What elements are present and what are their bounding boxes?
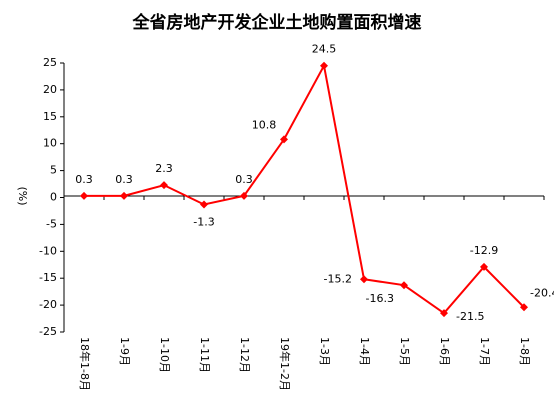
data-label: -21.5 [456, 310, 484, 323]
data-label: -16.3 [366, 292, 394, 305]
data-point-marker [400, 281, 408, 290]
y-tick-label: -10 [39, 244, 57, 257]
data-label: -1.3 [193, 215, 214, 228]
data-point-marker [320, 61, 328, 70]
y-axis-label: (%) [16, 186, 29, 205]
y-tick-label: 15 [43, 110, 57, 123]
data-point-marker [440, 309, 448, 318]
data-label: 10.8 [252, 118, 277, 131]
y-tick-label: -25 [39, 325, 57, 338]
x-tick-label: 1-3月 [318, 337, 331, 366]
chart-title: 全省房地产开发企业土地购置面积增速 [132, 13, 422, 33]
data-label: -15.2 [324, 272, 352, 285]
x-tick-label: 1-12月 [238, 337, 251, 373]
x-tick-label: 1-5月 [398, 337, 411, 366]
data-label: 0.3 [75, 173, 93, 186]
x-tick-label: 1-8月 [518, 337, 531, 366]
series-group: 0.3 0.3 2.3 -1.3 0.3 10.8 24.5 -15.2 -16.3 -21.5 -… [75, 43, 554, 323]
data-point-marker [120, 191, 128, 200]
x-tick-label: 19年1-2月 [278, 337, 292, 391]
y-tick-label: 20 [43, 83, 57, 96]
x-tick-label: 18年1-8月 [78, 337, 92, 391]
data-point-marker [160, 181, 168, 190]
data-point-marker [280, 135, 288, 144]
data-label: -20.4 [530, 286, 554, 299]
y-tick-label: 0 [50, 191, 57, 204]
x-axis-ticks: 18年1-8月 1-9月 1-10月 1-11月 1-12月 19年1-2月 1-3月 1-4… [63, 196, 545, 391]
data-label: 0.3 [235, 173, 253, 186]
y-tick-label: 25 [43, 56, 57, 69]
y-tick-label: -20 [39, 298, 57, 311]
x-tick-label: 1-7月 [478, 337, 491, 366]
x-tick-label: 1-4月 [358, 337, 371, 366]
data-point-marker [240, 191, 248, 200]
data-point-marker [80, 191, 88, 200]
data-point-marker [480, 262, 488, 271]
x-tick-label: 1-10月 [158, 337, 171, 373]
x-tick-label: 1-6月 [438, 337, 451, 366]
y-tick-label: 5 [50, 164, 57, 177]
x-tick-label: 1-11月 [198, 337, 211, 373]
data-point-marker [520, 303, 528, 312]
series-line [84, 62, 525, 315]
y-tick-label: -15 [39, 271, 57, 284]
data-label: 24.5 [312, 43, 337, 56]
data-label: 2.3 [155, 162, 173, 175]
y-axis-ticks: 25 20 15 10 5 0 -5 -10 -15 -20 -25 [39, 56, 64, 338]
y-tick-label: -5 [46, 217, 57, 230]
y-tick-label: 10 [43, 137, 57, 150]
data-label: 0.3 [115, 173, 133, 186]
data-point-marker [200, 200, 208, 209]
x-tick-label: 1-9月 [118, 337, 131, 366]
data-point-marker [360, 275, 368, 284]
data-label: -12.9 [470, 244, 498, 257]
